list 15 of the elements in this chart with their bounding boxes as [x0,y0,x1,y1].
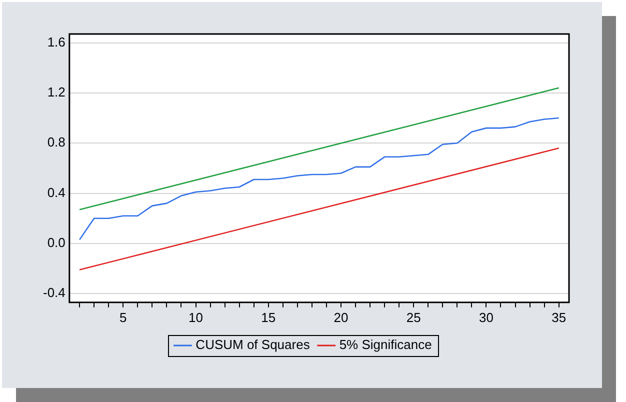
y-tick-label: 0.4 [47,184,66,200]
y-tick-label: -0.4 [42,285,66,300]
x-tick-label: 10 [188,310,203,325]
x-tick-label: 35 [552,310,566,325]
y-tick-label: 1.6 [47,34,66,50]
x-tick-label: 30 [478,310,494,325]
y-tick-label: 0.8 [47,134,66,150]
x-tick-label: 20 [334,310,348,325]
legend-label: 5% Significance [339,337,432,352]
x-tick-label: 25 [406,310,421,325]
y-tick-label: 1.2 [47,84,66,100]
legend-label: CUSUM of Squares [196,337,310,352]
x-tick-label: 15 [261,310,276,325]
y-tick-label: 0.0 [47,235,66,250]
x-tick-label: 5 [120,310,127,325]
